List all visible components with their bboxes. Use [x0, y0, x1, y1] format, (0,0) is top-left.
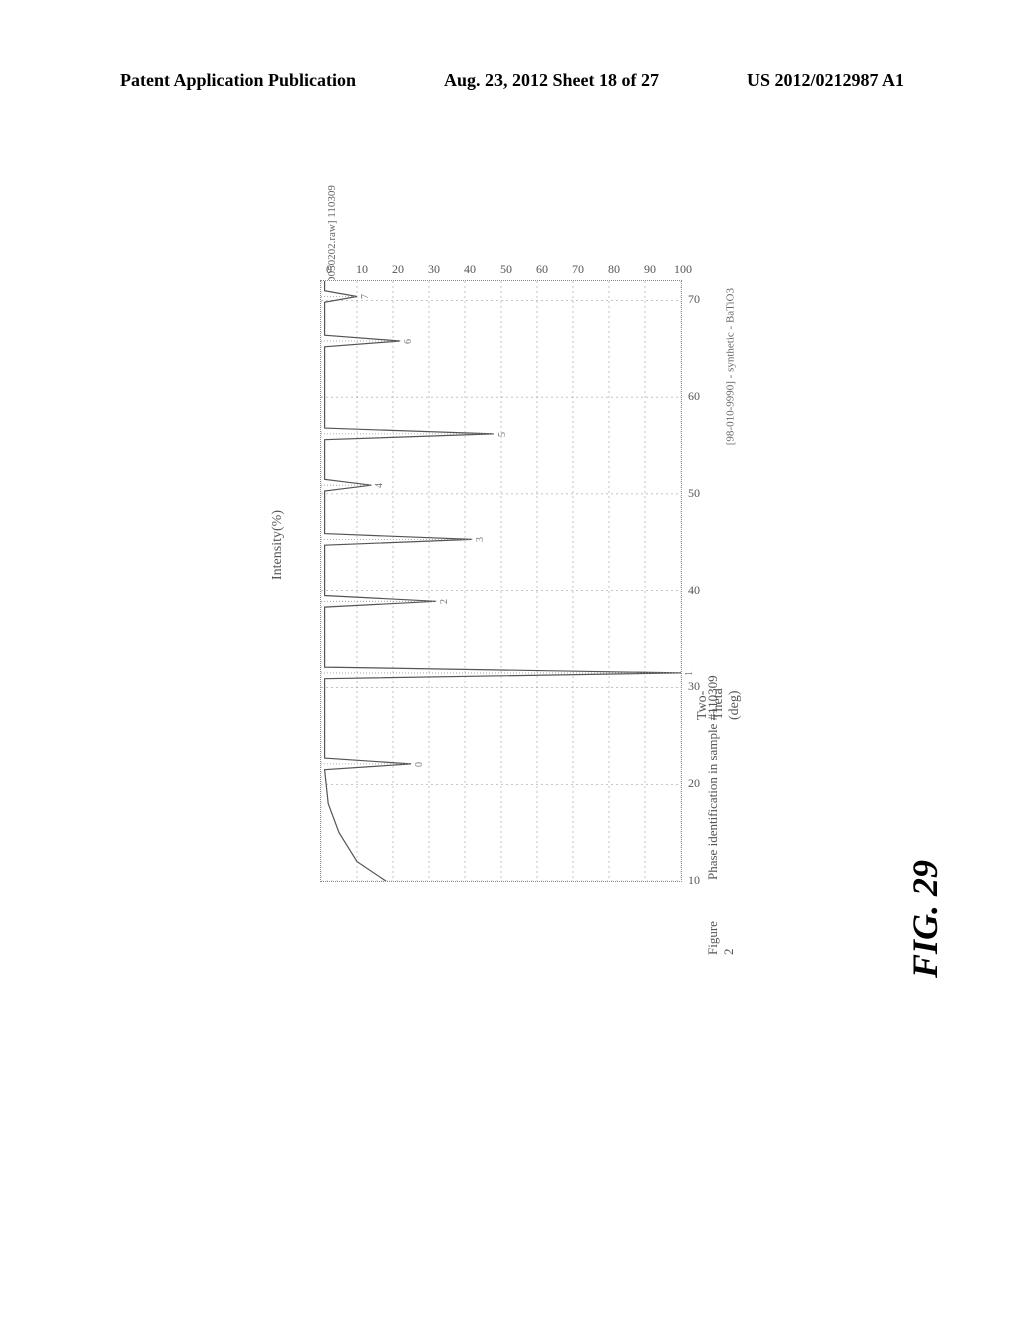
y-tick: 80 — [596, 262, 620, 277]
y-tick: 20 — [380, 262, 404, 277]
chart-legend: [98-010-9990] - synthetic - BaTiO3 — [724, 288, 736, 445]
y-tick: 90 — [632, 262, 656, 277]
y-tick: 100 — [668, 262, 692, 277]
x-tick: 60 — [682, 389, 706, 404]
y-tick: 10 — [344, 262, 368, 277]
y-tick: 30 — [416, 262, 440, 277]
y-tick: 50 — [488, 262, 512, 277]
header-center: Aug. 23, 2012 Sheet 18 of 27 — [444, 70, 659, 91]
y-tick: 70 — [560, 262, 584, 277]
peak-label: 5 — [497, 432, 508, 437]
figure-big-label: FIG. 29 — [904, 860, 946, 978]
page-header: Patent Application Publication Aug. 23, … — [0, 70, 1024, 91]
peak-label: 0 — [414, 762, 425, 767]
peak-label: 1 — [684, 671, 695, 676]
peak-label: 2 — [439, 599, 450, 604]
x-tick: 40 — [682, 583, 706, 598]
y-axis-label: Intensity(%) — [270, 510, 286, 580]
x-tick: 10 — [682, 873, 706, 888]
x-tick: 70 — [682, 292, 706, 307]
x-tick: 20 — [682, 776, 706, 791]
peak-label: 4 — [374, 483, 385, 488]
header-right: US 2012/0212987 A1 — [747, 70, 904, 91]
peak-label: 7 — [360, 294, 371, 299]
peak-label: 6 — [403, 339, 414, 344]
plot-area — [320, 280, 682, 882]
header-left: Patent Application Publication — [120, 70, 356, 91]
xrd-chart: [D050202.raw] 110309 [98-010-9990] - syn… — [260, 240, 740, 960]
figure-caption: Phase identification in sample #110309 — [705, 675, 721, 880]
y-tick: 0 — [308, 262, 332, 277]
figure-small-number: Figure 2 — [705, 920, 737, 955]
xrd-svg — [321, 281, 681, 881]
x-tick: 50 — [682, 486, 706, 501]
patent-page: Patent Application Publication Aug. 23, … — [0, 0, 1024, 1320]
y-tick: 40 — [452, 262, 476, 277]
peak-label: 3 — [475, 537, 486, 542]
y-tick: 60 — [524, 262, 548, 277]
